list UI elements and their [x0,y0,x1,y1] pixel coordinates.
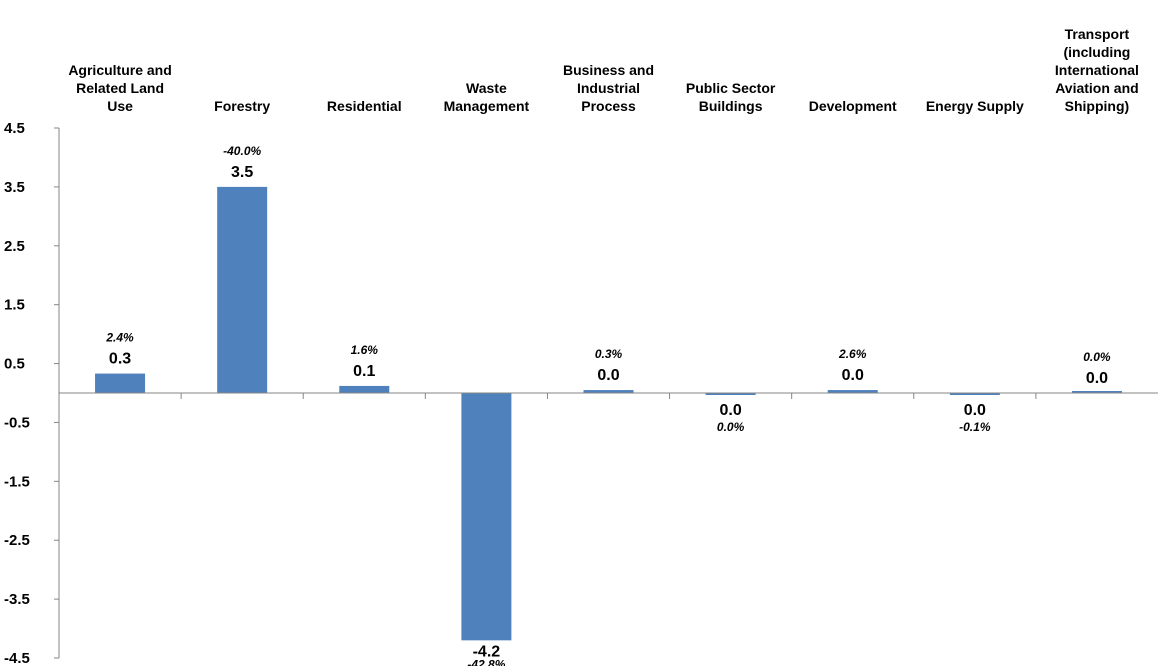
bar [1071,391,1122,393]
y-tick-label: -3.5 [4,591,30,608]
category-label: Shipping) [1065,98,1130,114]
value-label: 0.0 [1086,370,1108,387]
percent-label: -42.8% [467,657,505,666]
y-tick-label: 2.5 [4,238,25,255]
percent-label: 0.3% [595,347,623,361]
bar [339,385,390,393]
percent-label: -40.0% [223,144,261,158]
y-tick-label: -4.5 [4,650,30,666]
percent-label: 0.0% [1083,350,1111,364]
percent-label: 1.6% [351,343,379,357]
category-label: Process [581,98,636,114]
value-label: 0.1 [353,363,375,380]
category-label: Forestry [214,98,270,114]
value-label: 0.3 [109,351,131,368]
y-axis: 4.5 3.5 2.5 1.5 0.5 -0.5 -1.5 -2.5 -3.5 -4.5 [4,120,60,666]
y-tick-label: 3.5 [4,179,25,196]
percent-label: 0.0% [717,420,745,434]
category-label: Buildings [699,98,763,114]
value-label: 0.0 [597,367,619,384]
y-tick-label: -0.5 [4,414,30,431]
category-label: Energy Supply [926,98,1024,114]
value-label: 0.0 [964,402,986,419]
category-label: Transport [1065,26,1130,42]
category-labels: Agriculture and Related Land Use Forestry Re… [68,26,1139,114]
percent-label: 2.6% [838,347,867,361]
category-label: (including [1063,44,1130,60]
y-tick-label: 4.5 [4,120,25,137]
bar [583,390,634,393]
y-tick-label: 0.5 [4,356,25,373]
category-label: Industrial [577,80,640,96]
y-tick-label: 1.5 [4,297,25,314]
bar [827,390,878,393]
bars [95,186,1122,641]
value-label: 3.5 [231,164,253,181]
category-label: Management [444,98,530,114]
category-label: Waste [466,80,507,96]
bar [461,393,512,641]
category-label: Related Land [76,80,164,96]
category-label: Agriculture and [68,62,171,78]
value-labels: 0.3 2.4% 3.5 -40.0% 0.1 1.6% -4.2-42.8% 0.0 0.3%… [105,144,1111,666]
percent-label: -0.1% [959,420,991,434]
category-label: Residential [327,98,402,114]
bar [95,373,146,393]
value-label: 0.0 [842,367,864,384]
x-axis [59,392,1158,399]
category-label: Business and [563,62,654,78]
percent-label: 2.4% [105,331,134,345]
bar [705,393,756,395]
value-label: -4.2 [473,643,501,660]
bar [949,393,1000,395]
y-tick-label: -2.5 [4,532,30,549]
category-label: International [1055,62,1139,78]
category-label: Aviation and [1055,80,1139,96]
category-label: Use [107,98,133,114]
value-label: 0.0 [719,402,741,419]
y-tick-label: -1.5 [4,473,30,490]
category-label: Public Sector [686,80,776,96]
category-label: Development [809,98,897,114]
bar [217,186,268,393]
